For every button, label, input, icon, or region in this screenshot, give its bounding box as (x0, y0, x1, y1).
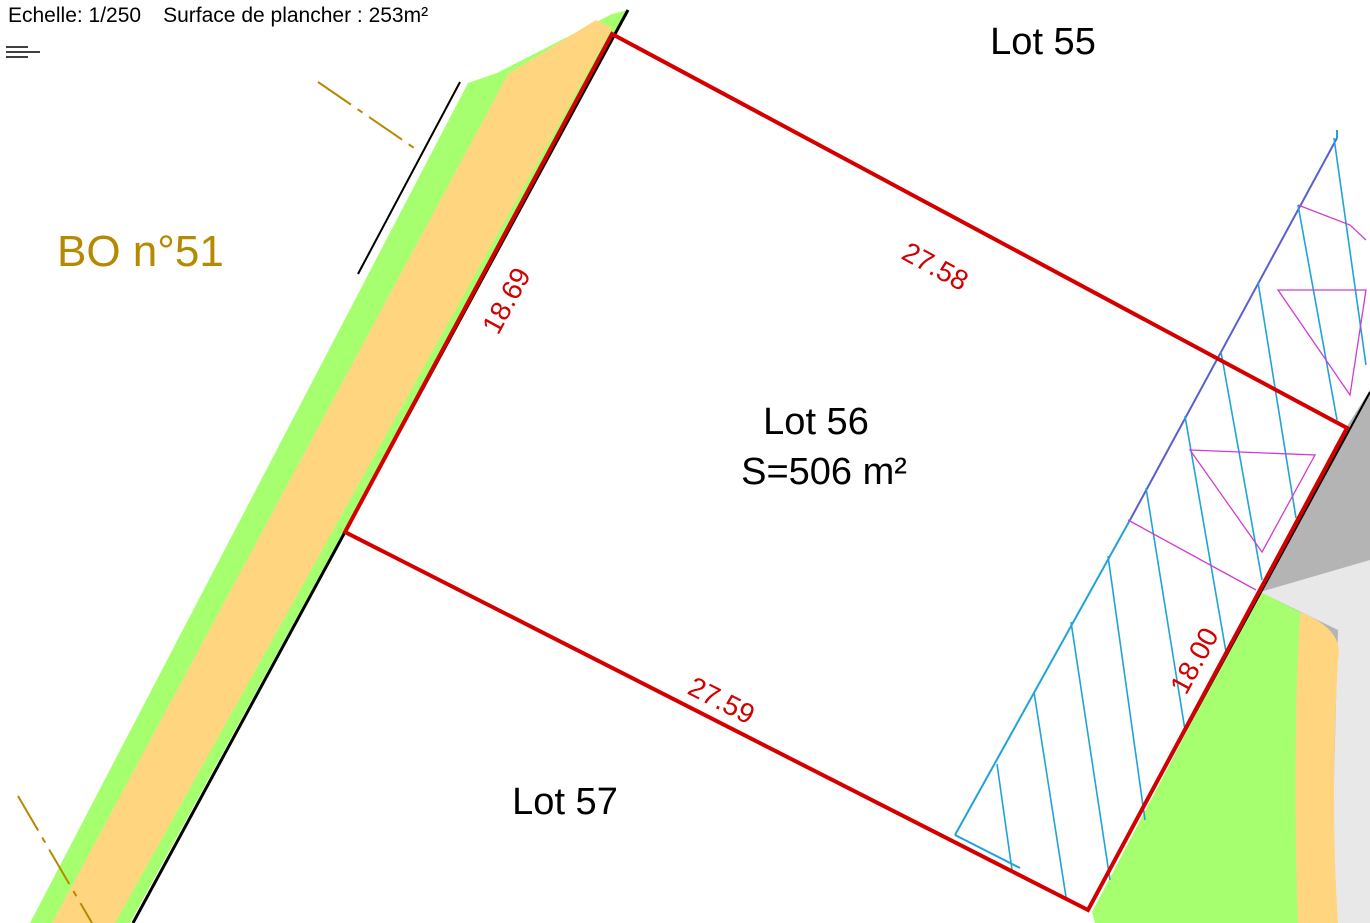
menu-icon[interactable] (6, 44, 40, 60)
east-road-area (1087, 390, 1370, 923)
triangle-markers (1127, 204, 1367, 591)
hatch-outline (954, 519, 1131, 836)
lot-area: S=506 m² (741, 451, 907, 493)
west-boundary-line (357, 81, 461, 275)
dim-bottom: 27.59 (683, 671, 760, 730)
road-light (1260, 560, 1370, 923)
neighbor-south: Lot 57 (512, 781, 618, 823)
green-area (1092, 592, 1300, 923)
plan-header: Echelle: 1/250 Surface de plancher : 253m… (8, 4, 450, 28)
yellow-area (1295, 612, 1339, 923)
neighbor-north: Lot 55 (990, 21, 1096, 63)
lot-name: Lot 56 (763, 401, 869, 443)
neighbor-west: BO n°51 (57, 227, 224, 276)
yellow-verge (52, 20, 612, 923)
hatch-edge (1129, 137, 1338, 521)
hatched-zone (954, 130, 1367, 898)
scale-label: Echelle: 1/250 (8, 4, 142, 27)
dim-top: 27.58 (897, 236, 973, 297)
floor-area-label: Surface de plancher : 253m² (163, 4, 429, 27)
axis-lines (17, 81, 421, 923)
lot-56-boundary[interactable] (342, 31, 1350, 913)
